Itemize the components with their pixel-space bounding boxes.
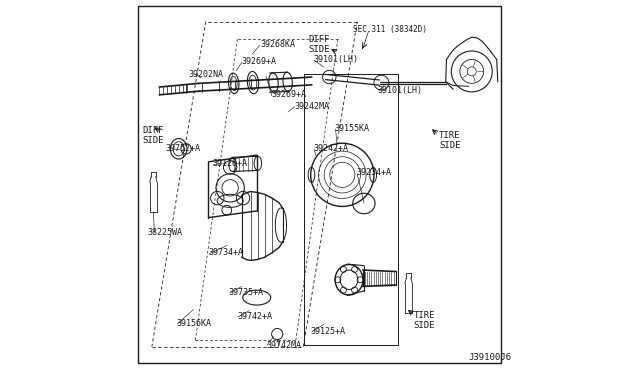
- Text: 39742+A: 39742+A: [237, 312, 273, 321]
- Text: 39101(LH): 39101(LH): [314, 55, 358, 64]
- Text: 39155KA: 39155KA: [335, 124, 370, 133]
- Text: 39269+A: 39269+A: [271, 90, 307, 99]
- Text: 39125+A: 39125+A: [310, 327, 346, 336]
- Text: 39268KA: 39268KA: [260, 40, 296, 49]
- Text: 39101(LH): 39101(LH): [378, 86, 422, 94]
- Text: 38225WA: 38225WA: [148, 228, 183, 237]
- Text: 39202NA: 39202NA: [188, 70, 223, 79]
- Text: 39735+A: 39735+A: [229, 288, 264, 296]
- Text: 39242MA: 39242MA: [294, 102, 329, 110]
- Text: 39752+A: 39752+A: [166, 144, 200, 153]
- Text: 39734+A: 39734+A: [209, 248, 243, 257]
- Text: J39100J6: J39100J6: [468, 353, 511, 362]
- Text: DIFF
SIDE: DIFF SIDE: [142, 126, 164, 145]
- Text: 39156KA: 39156KA: [177, 319, 212, 328]
- Text: TIRE
SIDE: TIRE SIDE: [439, 131, 461, 150]
- Text: DIFF
SIDE: DIFF SIDE: [308, 35, 330, 54]
- Text: TIRE
SIDE: TIRE SIDE: [413, 311, 435, 330]
- Text: 39269+A: 39269+A: [242, 57, 277, 66]
- Text: SEC.311 (38342D): SEC.311 (38342D): [353, 25, 428, 34]
- Text: 39742MA: 39742MA: [266, 341, 301, 350]
- Text: 39234+A: 39234+A: [356, 169, 392, 177]
- Text: 39126+A: 39126+A: [212, 159, 247, 168]
- Text: 39242+A: 39242+A: [314, 144, 348, 153]
